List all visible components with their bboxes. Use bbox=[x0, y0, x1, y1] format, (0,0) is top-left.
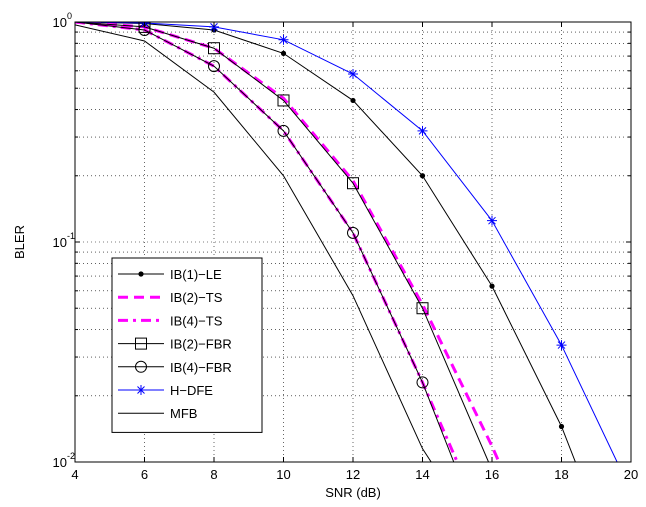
x-tick-label: 16 bbox=[485, 467, 499, 482]
x-tick-label: 12 bbox=[346, 467, 360, 482]
legend-label-1: IB(2)−TS bbox=[170, 290, 223, 305]
series-0-point bbox=[558, 423, 565, 430]
series-0-point bbox=[280, 50, 287, 56]
y-axis-label: BLER bbox=[12, 225, 27, 259]
series-5-point bbox=[487, 215, 497, 226]
legend-marker-5 bbox=[136, 385, 146, 395]
y-tick-label: 10 bbox=[53, 455, 67, 470]
legend-label-6: MFB bbox=[170, 406, 197, 421]
legend-marker-4 bbox=[135, 360, 147, 373]
legend-label-5: H−DFE bbox=[170, 383, 213, 398]
series-4-point bbox=[208, 60, 220, 73]
series-0-point bbox=[489, 283, 495, 289]
series-4-point bbox=[416, 376, 429, 389]
legend-marker-0 bbox=[138, 271, 144, 277]
legend-label-3: IB(2)−FBR bbox=[170, 337, 232, 352]
legend-label-2: IB(4)−TS bbox=[170, 313, 223, 328]
legend-marker-3 bbox=[135, 337, 147, 350]
y-tick-label-exponent: 0 bbox=[67, 11, 72, 21]
series-0-point bbox=[419, 173, 426, 179]
x-tick-label: 4 bbox=[71, 467, 78, 482]
series-5-point bbox=[417, 125, 428, 136]
x-tick-label: 10 bbox=[276, 467, 290, 482]
legend-label-4: IB(4)−FBR bbox=[170, 360, 232, 375]
y-tick-label-exponent: -1 bbox=[67, 231, 75, 241]
series-line-6 bbox=[75, 24, 432, 462]
series-5-point bbox=[348, 69, 358, 80]
x-tick-label: 8 bbox=[210, 467, 217, 482]
series-0-point bbox=[350, 97, 356, 104]
y-tick-label: 10 bbox=[53, 15, 67, 30]
series-3-point bbox=[347, 177, 359, 190]
series-3-point bbox=[138, 22, 151, 33]
series-3-point bbox=[208, 42, 220, 55]
series-4-point bbox=[347, 226, 359, 239]
y-tick-label: 10 bbox=[53, 235, 67, 250]
x-axis-label: SNR (dB) bbox=[325, 485, 381, 500]
legend: IB(1)−LE IB(2)−TS IB(4)−TS IB(2)−FBR IB(4)−F… bbox=[111, 257, 263, 433]
x-tick-label: 14 bbox=[415, 467, 429, 482]
series-line-4 bbox=[75, 22, 455, 462]
series-5-point bbox=[278, 34, 289, 45]
series-3-point bbox=[416, 302, 429, 315]
x-tick-label: 18 bbox=[554, 467, 568, 482]
series-5-point bbox=[556, 340, 567, 351]
x-tick-label: 6 bbox=[141, 467, 148, 482]
legend-box bbox=[111, 257, 263, 433]
y-tick-label-exponent: -2 bbox=[67, 451, 75, 461]
series-4-point bbox=[277, 124, 290, 137]
series-3-point bbox=[277, 94, 290, 107]
x-tick-label: 20 bbox=[624, 467, 638, 482]
legend-label-0: IB(1)−LE bbox=[170, 267, 222, 282]
axis-ticks bbox=[74, 22, 632, 463]
